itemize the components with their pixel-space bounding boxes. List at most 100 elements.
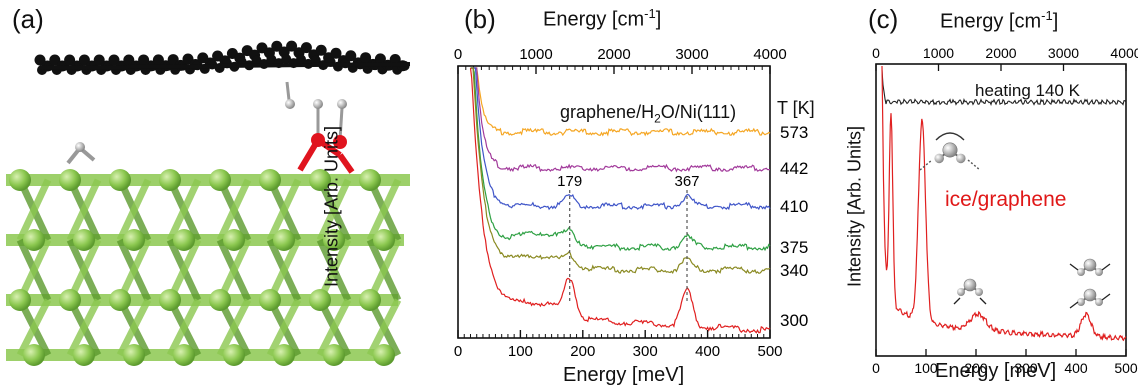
nickel-atom: [73, 229, 95, 251]
nickel-atom: [59, 289, 81, 311]
panel-b-chart: 0 100 200 300 400 500 0 1000 2000 3000 4000 573 442…: [454, 46, 809, 360]
temperature-label: 340: [780, 261, 808, 280]
nickel-atom: [123, 229, 145, 251]
panel-c-ice-label: ice/graphene: [945, 188, 1067, 211]
nickel-atom: [173, 229, 195, 251]
nickel-atom: [223, 344, 245, 366]
bottom-tick-label: 500: [757, 343, 782, 360]
carbon-atom: [374, 53, 386, 65]
nickel-atom: [209, 289, 231, 311]
bottom-tick-label: 200: [570, 343, 595, 360]
heating-140k-series: [881, 69, 1127, 106]
nickel-atom: [273, 344, 295, 366]
bottom-tick-label: 300: [633, 343, 658, 360]
nickel-atom: [23, 229, 45, 251]
carbon-atom: [93, 54, 105, 66]
nickel-atom: [373, 344, 395, 366]
spectrum-series-442: [470, 67, 770, 173]
carbon-atom: [49, 54, 61, 66]
nickel-atom: [23, 344, 45, 366]
nickel-atom: [9, 289, 31, 311]
nickel-atom: [359, 289, 381, 311]
nickel-atom: [323, 229, 345, 251]
top-tick-label: 0: [454, 46, 462, 63]
hydrogen-atom: [285, 99, 295, 109]
panel-b-temperature-header: T [K]: [777, 98, 815, 118]
top-tick-label: 0: [872, 45, 880, 61]
carbon-atom: [360, 52, 372, 64]
hydrogen-atom: [337, 99, 347, 109]
panel-c-heating-label: heating 140 K: [975, 81, 1080, 100]
panel-b-y-axis-title: Intensity [Arb. Units]: [321, 125, 342, 288]
top-tick-label: 4000: [753, 46, 786, 63]
symmetric-stretch-icon: [1069, 258, 1111, 276]
temperature-label: 300: [780, 311, 808, 330]
carbon-atom: [108, 54, 120, 66]
bottom-tick-label: 0: [872, 360, 880, 376]
carbon-atom: [330, 47, 342, 59]
carbon-atom: [310, 55, 321, 66]
panel-b-top-axis-title: Energy [cm-1]: [543, 6, 662, 31]
top-tick-label: 1000: [519, 46, 552, 63]
bottom-tick-label: 300: [1014, 360, 1038, 376]
nickel-atom: [159, 169, 181, 191]
panel-c-top-axis-title: Energy [cm-1]: [940, 8, 1059, 33]
temperature-label: 410: [780, 197, 808, 216]
nickel-atom: [9, 169, 31, 191]
panel-b-letter: (b): [464, 4, 496, 34]
carbon-atom: [271, 40, 283, 52]
nickel-atom: [173, 344, 195, 366]
asymmetric-stretch-icon: [1069, 288, 1111, 309]
carbon-atom: [78, 54, 90, 66]
nickel-atom: [73, 344, 95, 366]
nickel-atom: [109, 289, 131, 311]
panel-c-chart: 0 100 200 300 400 500 0 1000 2000 3000 4000: [872, 45, 1138, 376]
top-tick-label: 2000: [597, 46, 630, 63]
nickel-atom: [59, 169, 81, 191]
top-tick-label: 3000: [1048, 45, 1079, 61]
panel-b-bottom-axis-title: Energy [meV]: [563, 364, 685, 386]
carbon-atom: [266, 54, 277, 65]
nickel-atom: [359, 169, 381, 191]
nickel-atom: [309, 169, 331, 191]
panel-c-bottom-axis-title: Energy [meV]: [935, 360, 1057, 382]
panel-a-letter: (a): [12, 4, 44, 34]
oxygen-atom: [311, 133, 325, 147]
spectrum-series-375: [470, 67, 771, 252]
carbon-atom: [296, 54, 306, 65]
spectrum-series-300: [469, 67, 771, 334]
panel-c-y-axis-title: Intensity [Arb. Units]: [844, 125, 865, 288]
nickel-atom: [323, 344, 345, 366]
bottom-tick-label: 400: [1064, 360, 1088, 376]
carbon-atom: [286, 40, 298, 52]
carbon-atom: [315, 44, 327, 56]
nickel-slab: [6, 169, 410, 366]
spectrum-series-573: [470, 67, 771, 137]
carbon-atom: [152, 54, 164, 66]
structure-illustration: [6, 40, 411, 366]
panel-c-letter: (c): [868, 4, 899, 34]
nickel-atom: [373, 229, 395, 251]
nickel-atom: [123, 344, 145, 366]
temperature-label: 375: [780, 238, 808, 257]
carbon-atom: [34, 54, 46, 66]
nickel-atom: [223, 229, 245, 251]
oxygen-atom: [333, 135, 347, 149]
nickel-atom: [259, 289, 281, 311]
nickel-atom: [209, 169, 231, 191]
bottom-tick-label: 100: [508, 343, 533, 360]
carbon-atom: [138, 54, 150, 66]
nickel-atom: [273, 229, 295, 251]
temperature-label: 442: [780, 159, 808, 178]
top-tick-label: 1000: [923, 45, 954, 61]
spectrum-series-410: [470, 67, 771, 211]
bending-mode-icon: [953, 278, 987, 305]
bottom-tick-label: 400: [695, 343, 720, 360]
carbon-atom: [64, 54, 76, 66]
peak-label: 179: [557, 173, 582, 190]
hydrogen-atom: [75, 142, 85, 152]
nickel-atom: [309, 289, 331, 311]
bottom-tick-label: 100: [914, 360, 938, 376]
nickel-atom: [109, 169, 131, 191]
carbon-atom: [167, 54, 179, 66]
